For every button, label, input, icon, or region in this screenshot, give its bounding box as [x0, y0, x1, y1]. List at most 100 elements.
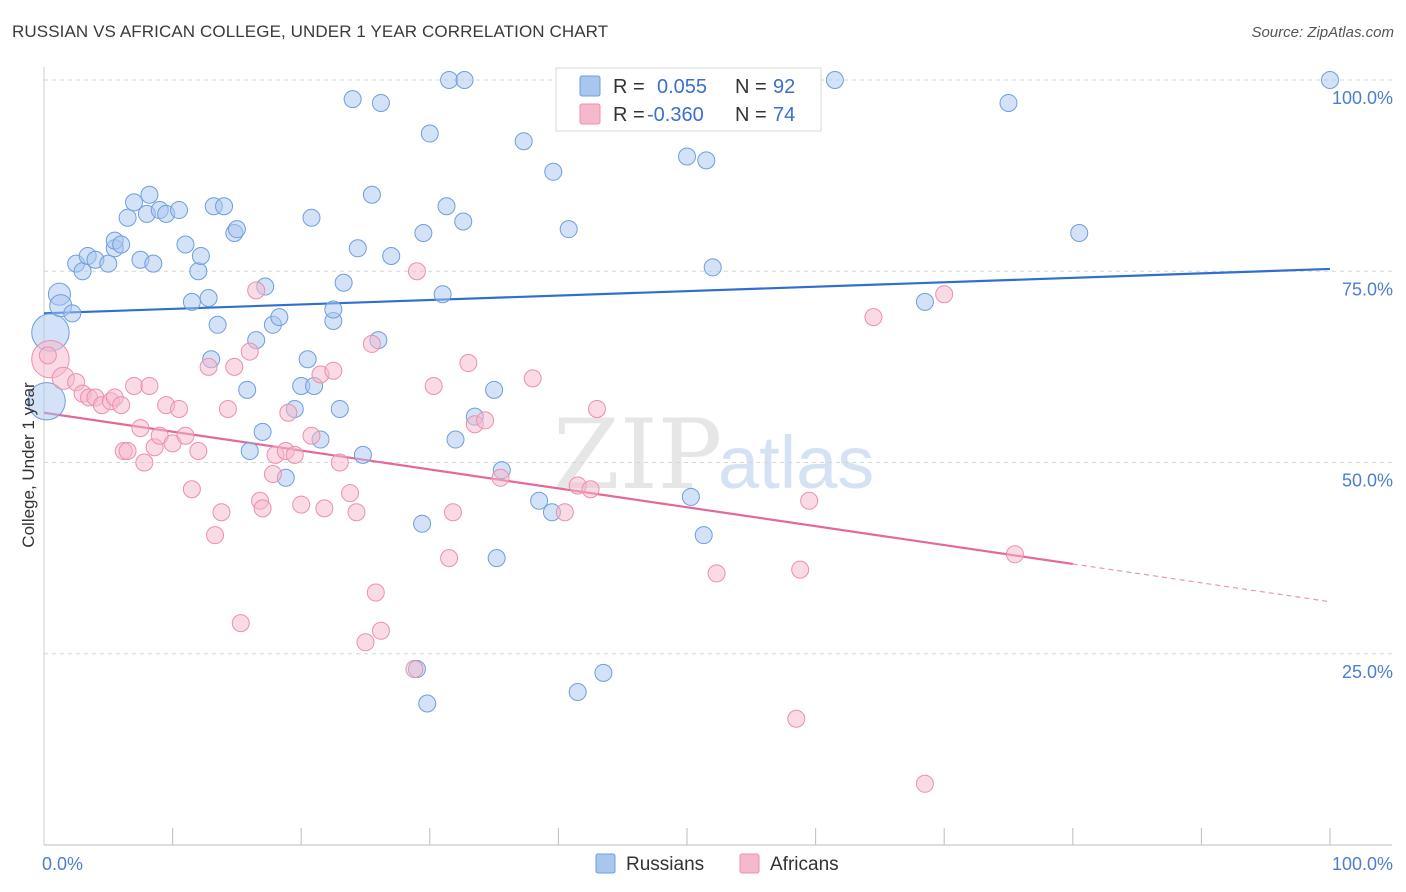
point-russians: [348, 239, 367, 258]
legend-r-value-africans: -0.360: [647, 104, 704, 126]
point-africans: [253, 499, 272, 518]
point-africans: [131, 419, 150, 438]
point-africans: [341, 484, 360, 503]
point-russians: [678, 147, 696, 166]
legend-swatch-russians: [579, 75, 601, 97]
point-africans: [279, 403, 298, 422]
point-africans: [366, 583, 385, 602]
x-tick-label: 100.0%: [1332, 854, 1393, 874]
chart-title: RUSSIAN VS AFRICAN COLLEGE, UNDER 1 YEAR…: [12, 22, 609, 41]
point-russians: [176, 235, 195, 254]
point-africans: [176, 426, 195, 445]
point-russians: [362, 185, 381, 204]
point-africans: [125, 377, 144, 395]
point-russians: [420, 124, 439, 143]
point-africans: [935, 285, 954, 304]
point-russians: [703, 258, 722, 277]
point-africans: [225, 357, 244, 376]
point-russians: [414, 224, 433, 242]
point-africans: [212, 503, 231, 522]
point-africans: [182, 480, 201, 499]
point-russians: [63, 304, 82, 323]
point-russians: [140, 185, 159, 204]
point-africans: [476, 411, 495, 430]
point-africans: [787, 709, 806, 728]
point-africans: [240, 342, 259, 361]
point-russians: [208, 315, 227, 334]
point-russians: [418, 694, 437, 713]
legend-row-russians: R = 0.055 N = 92: [579, 75, 795, 98]
point-africans: [206, 526, 225, 545]
point-russians: [298, 350, 317, 369]
point-russians: [199, 289, 218, 308]
point-russians: [437, 197, 456, 216]
point-russians: [487, 549, 506, 568]
point-africans: [424, 377, 443, 395]
point-russians: [530, 491, 549, 510]
point-russians: [144, 254, 163, 273]
point-russians: [191, 246, 210, 265]
point-russians: [382, 246, 401, 265]
series-legend-swatch-africans: [739, 853, 760, 874]
point-russians: [915, 292, 934, 311]
point-russians: [568, 683, 587, 701]
point-russians: [182, 292, 201, 311]
point-africans: [864, 308, 883, 327]
point-russians: [440, 71, 459, 89]
point-africans: [231, 614, 250, 633]
point-russians: [681, 487, 700, 506]
point-russians: [302, 208, 321, 227]
point-africans: [587, 399, 606, 418]
legend-r-value-russians: 0.055: [657, 76, 707, 98]
point-africans: [555, 503, 574, 522]
trendline-africans: [43, 411, 1073, 566]
correlation-legend: R = 0.055 N = 92 R = -0.360 N = 74: [555, 67, 822, 132]
point-russians: [413, 514, 432, 533]
point-africans: [459, 354, 478, 373]
point-africans: [263, 464, 282, 483]
point-africans: [581, 480, 600, 499]
point-africans: [170, 399, 189, 418]
point-africans: [356, 633, 375, 652]
source-credit: Source: ZipAtlas.com: [1251, 24, 1394, 41]
point-russians: [999, 93, 1018, 112]
y-tick-label: 50.0%: [1342, 471, 1393, 491]
y-tick-label: 100.0%: [1332, 88, 1393, 108]
point-russians: [112, 235, 131, 254]
point-russians: [240, 442, 259, 461]
legend-row-africans: R = -0.360 N = 74: [579, 103, 795, 126]
legend-n-value-africans: 74: [773, 104, 795, 126]
point-russians: [238, 380, 257, 399]
point-africans: [292, 495, 311, 514]
point-russians: [99, 254, 118, 273]
point-africans: [118, 442, 137, 461]
point-russians: [118, 208, 137, 227]
point-africans: [38, 346, 57, 365]
legend-swatch-africans: [579, 103, 601, 125]
point-russians: [371, 93, 390, 112]
trendline-extension-africans: [1072, 563, 1331, 603]
point-russians: [1070, 224, 1089, 242]
point-africans: [491, 468, 510, 487]
point-russians: [330, 399, 349, 418]
legend-n-value-russians: 92: [773, 76, 795, 98]
point-africans: [330, 453, 349, 472]
y-tick-label: 25.0%: [1342, 662, 1393, 682]
series-legend-label-russians: Russians: [626, 854, 704, 875]
series-legend: Russians Africans: [595, 853, 839, 875]
point-africans: [189, 442, 208, 461]
point-africans: [407, 262, 426, 281]
trendline-russians: [43, 267, 1331, 315]
y-axis-label: College, Under 1 year: [19, 382, 38, 548]
point-russians: [1321, 71, 1339, 89]
legend-r-label: R =: [613, 104, 645, 126]
point-russians: [594, 663, 613, 682]
point-africans: [800, 491, 819, 510]
point-africans: [791, 560, 810, 579]
point-russians: [433, 285, 452, 304]
point-africans: [324, 361, 343, 380]
point-africans: [362, 334, 381, 353]
legend-r-label: R =: [613, 76, 645, 98]
point-russians: [825, 71, 844, 89]
